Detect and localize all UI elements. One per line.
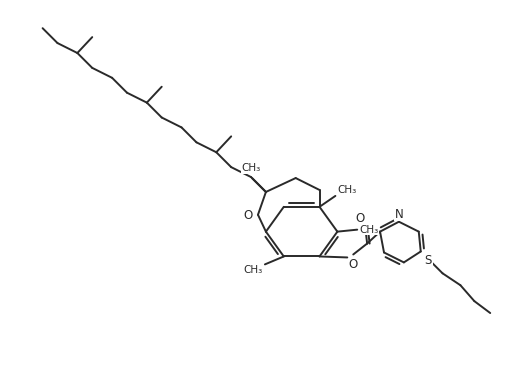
Text: N: N — [394, 208, 403, 221]
Text: O: O — [244, 209, 253, 222]
Text: CH₃: CH₃ — [359, 225, 379, 235]
Text: O: O — [355, 212, 364, 225]
Text: O: O — [348, 258, 357, 272]
Text: CH₃: CH₃ — [244, 265, 263, 275]
Text: CH₃: CH₃ — [337, 185, 357, 195]
Text: CH₃: CH₃ — [241, 163, 261, 173]
Text: S: S — [425, 255, 432, 268]
